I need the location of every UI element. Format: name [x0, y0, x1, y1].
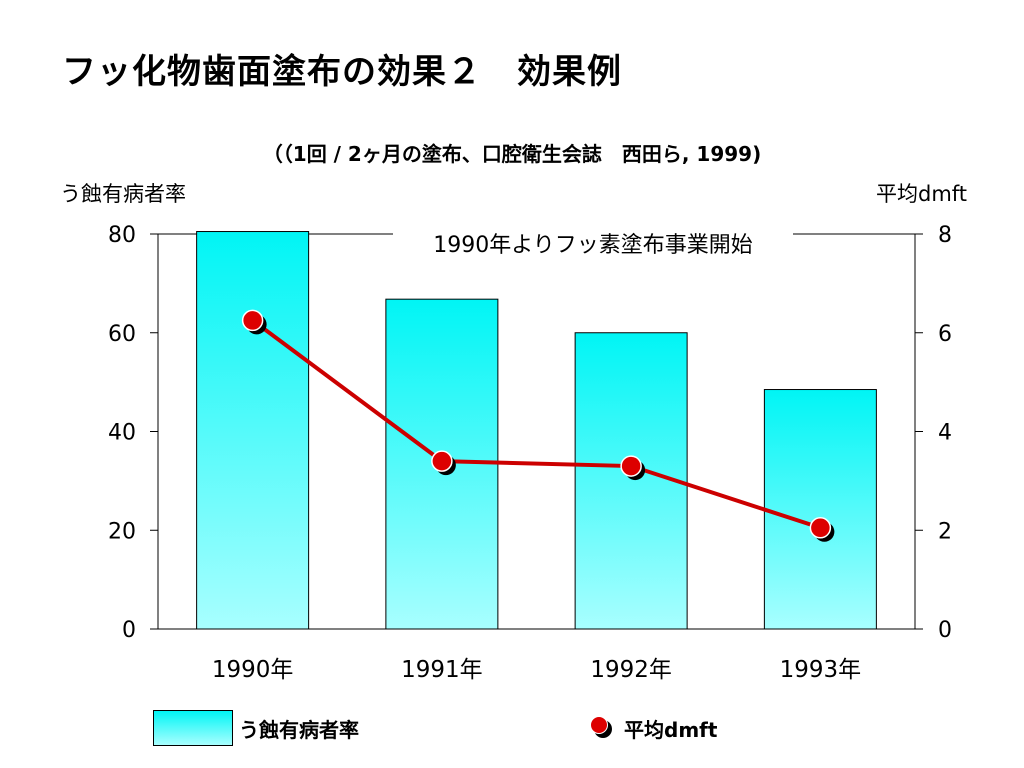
annotation-background [393, 220, 793, 252]
right-tick-label: 2 [938, 519, 952, 544]
right-tick-label: 0 [938, 618, 952, 643]
slide-subtitle: （（1回 / 2ヶ月の塗布、口腔衛生会誌 西田ら, 1999) [262, 142, 762, 166]
legend-line-label: 平均dmft [624, 717, 718, 742]
line-point [620, 455, 642, 477]
legend-bar-label: う蝕有病者率 [239, 717, 359, 742]
x-tick-label: 1991年 [401, 657, 483, 683]
red-dot-icon [590, 716, 614, 740]
bar-series [196, 231, 877, 630]
x-tick-label: 1993年 [780, 657, 862, 683]
line-point [241, 309, 264, 332]
x-tick-label: 1992年 [590, 657, 672, 683]
right-tick-label: 6 [938, 322, 952, 347]
left-tick-label: 60 [108, 322, 136, 347]
right-axis-title: 平均dmft [876, 182, 968, 206]
legend-line-entry: 平均dmft [590, 708, 717, 748]
left-tick-label: 80 [108, 223, 136, 248]
bar [763, 389, 877, 630]
tick-labels: 0 20 40 60 80 0 2 4 6 8 1990年 1991年 1992年 1993年 1990年よ… [108, 220, 952, 683]
dmft-line [251, 318, 821, 530]
line-point [431, 450, 453, 472]
left-tick-label: 0 [122, 618, 136, 643]
right-tick-label: 4 [938, 421, 952, 446]
legend-bar-entry: う蝕有病者率 [153, 708, 359, 748]
line-point [809, 517, 832, 539]
bar [574, 332, 688, 630]
left-axis-title: う蝕有病者率 [60, 182, 186, 206]
slide-title: フッ化物歯面塗布の効果２ 効果例 [62, 52, 622, 92]
right-tick-label: 8 [938, 223, 952, 248]
x-tick-label: 1990年 [212, 657, 294, 683]
bar [196, 231, 310, 630]
left-tick-label: 20 [108, 519, 136, 544]
bar-swatch-icon [153, 710, 233, 746]
annotation-label: 1990年よりフッ素塗布事業開始 [433, 233, 753, 258]
left-tick-label: 40 [108, 421, 136, 446]
line-series [241, 309, 835, 542]
